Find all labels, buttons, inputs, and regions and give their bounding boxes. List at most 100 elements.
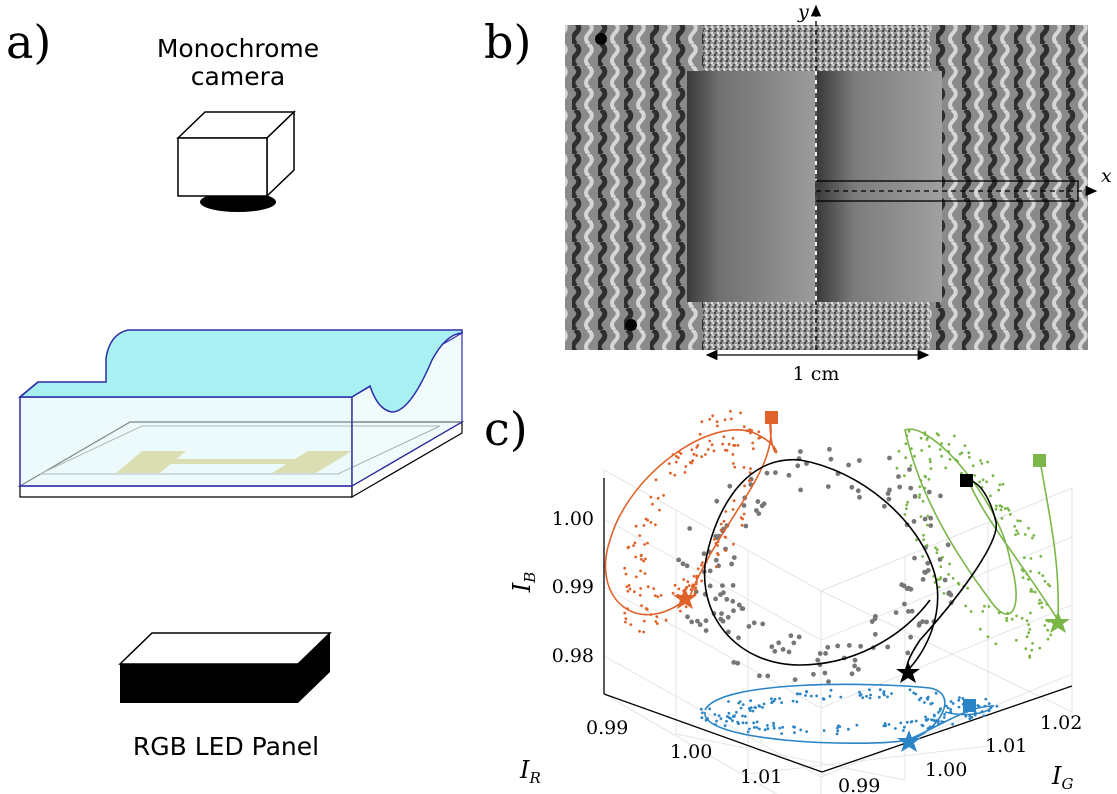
- scatter-dot: [1001, 482, 1005, 486]
- scatter-dot: [932, 713, 936, 717]
- scatter-dot: [945, 704, 948, 708]
- scatter-dot: [884, 724, 887, 728]
- camera-label-line2: camera: [191, 62, 285, 91]
- scatter-dot: [968, 717, 972, 721]
- scatter-dot: [722, 519, 726, 523]
- scatter-dot: [713, 713, 717, 716]
- panel-c: c): [484, 402, 1082, 794]
- scatter-dot: [745, 721, 748, 725]
- scatter-dot: [948, 562, 951, 566]
- scatter-dot: [748, 709, 752, 712]
- tick-r-1: 0.99: [586, 717, 628, 739]
- trajectory-end-star-marker: [896, 661, 920, 683]
- scatter-dot: [957, 705, 961, 709]
- scatter-dot: [937, 585, 941, 589]
- scatter-dot: [1032, 534, 1036, 537]
- scatter-dot: [729, 417, 733, 421]
- scatter-dot: [947, 443, 951, 446]
- scatter-dot: [983, 604, 986, 608]
- panel-b-letter: b): [484, 15, 531, 69]
- scatter-dot: [882, 690, 886, 693]
- scatter-dot: [751, 709, 755, 713]
- scatter-dot: [986, 635, 990, 639]
- scatter-dot: [747, 707, 751, 710]
- scatter-dot: [662, 494, 665, 497]
- scatter-dot: [764, 470, 770, 476]
- scatter-dot: [715, 565, 718, 569]
- scatter-dot: [966, 586, 969, 590]
- scatter-dot: [829, 688, 833, 692]
- scatter-dot: [1043, 579, 1047, 583]
- y-axis-label: y: [797, 1, 809, 23]
- scatter-dot: [926, 514, 930, 518]
- scatter-dot: [913, 454, 916, 458]
- scatter-dot: [957, 698, 961, 702]
- scatter-dot: [726, 629, 731, 635]
- scatter-dot: [1039, 555, 1043, 558]
- scatter-dot: [676, 557, 682, 563]
- axes-3d: [603, 469, 1073, 794]
- scatter-dot: [737, 701, 741, 705]
- scatter-dot: [878, 688, 882, 692]
- scatter-dot: [693, 592, 697, 596]
- scatter-dot: [915, 538, 918, 542]
- scatter-dot: [925, 543, 929, 547]
- scatter-dot: [713, 537, 716, 541]
- scatter-dot: [643, 572, 647, 575]
- panel-a-letter: a): [6, 15, 51, 69]
- scatter-dot: [882, 693, 886, 697]
- scatter-dot: [732, 715, 736, 718]
- green-end-star-marker: [1046, 611, 1070, 633]
- scatter-dot: [793, 725, 796, 729]
- scatter-dot: [755, 720, 759, 724]
- scatter-dot: [919, 515, 923, 518]
- scatter-dot: [716, 553, 720, 557]
- scatter-dot: [836, 724, 840, 728]
- scatter-dot: [682, 578, 686, 581]
- scatter-dot: [731, 555, 737, 560]
- scale-label: 1 cm: [793, 363, 840, 385]
- scatter-dot: [628, 587, 632, 591]
- scatter-dot: [995, 704, 999, 708]
- water-surface: [17, 329, 463, 413]
- scatter-dot: [904, 586, 910, 592]
- scatter-dot: [765, 724, 769, 727]
- scatter-dot: [858, 694, 862, 697]
- scatter-dot: [701, 561, 704, 564]
- blue-projection-curve: [704, 683, 995, 745]
- scatter-dot: [671, 591, 675, 595]
- scatter-dot: [707, 583, 713, 589]
- scatter-dot: [869, 693, 872, 697]
- scatter-dot: [679, 452, 683, 455]
- scatter-dot: [743, 523, 749, 529]
- scatter-dot: [731, 719, 734, 723]
- scatter-dot: [886, 496, 892, 502]
- scatter-dot: [708, 439, 712, 443]
- scatter-dot: [918, 485, 922, 489]
- scatter-dot: [886, 695, 889, 699]
- scatter-dot: [1029, 589, 1033, 593]
- water-tank: [17, 329, 465, 499]
- scatter-dot: [1021, 576, 1025, 579]
- scatter-dot: [902, 601, 907, 607]
- scatter-dot: [973, 474, 977, 477]
- scatter-dot: [945, 542, 951, 548]
- scatter-dot: [937, 557, 943, 562]
- scatter-dot: [762, 702, 766, 706]
- scatter-dot: [908, 634, 913, 640]
- axis-label-ir: IR: [519, 756, 541, 787]
- scatter-dot: [700, 420, 704, 424]
- scatter-dot: [765, 673, 771, 679]
- scatter-dot: [715, 420, 719, 424]
- scatter-dot: [761, 501, 767, 507]
- scatter-dot: [1015, 614, 1018, 618]
- scatter-dot: [1037, 571, 1041, 575]
- scatter-dot: [727, 483, 733, 489]
- scatter-dot: [979, 459, 982, 462]
- scatter-dot: [732, 499, 736, 503]
- scatter-dot: [742, 466, 746, 469]
- scatter-dot: [732, 542, 735, 546]
- scatter-dot: [1005, 616, 1009, 620]
- scatter-dot: [788, 633, 794, 639]
- scatter-dot: [719, 611, 724, 616]
